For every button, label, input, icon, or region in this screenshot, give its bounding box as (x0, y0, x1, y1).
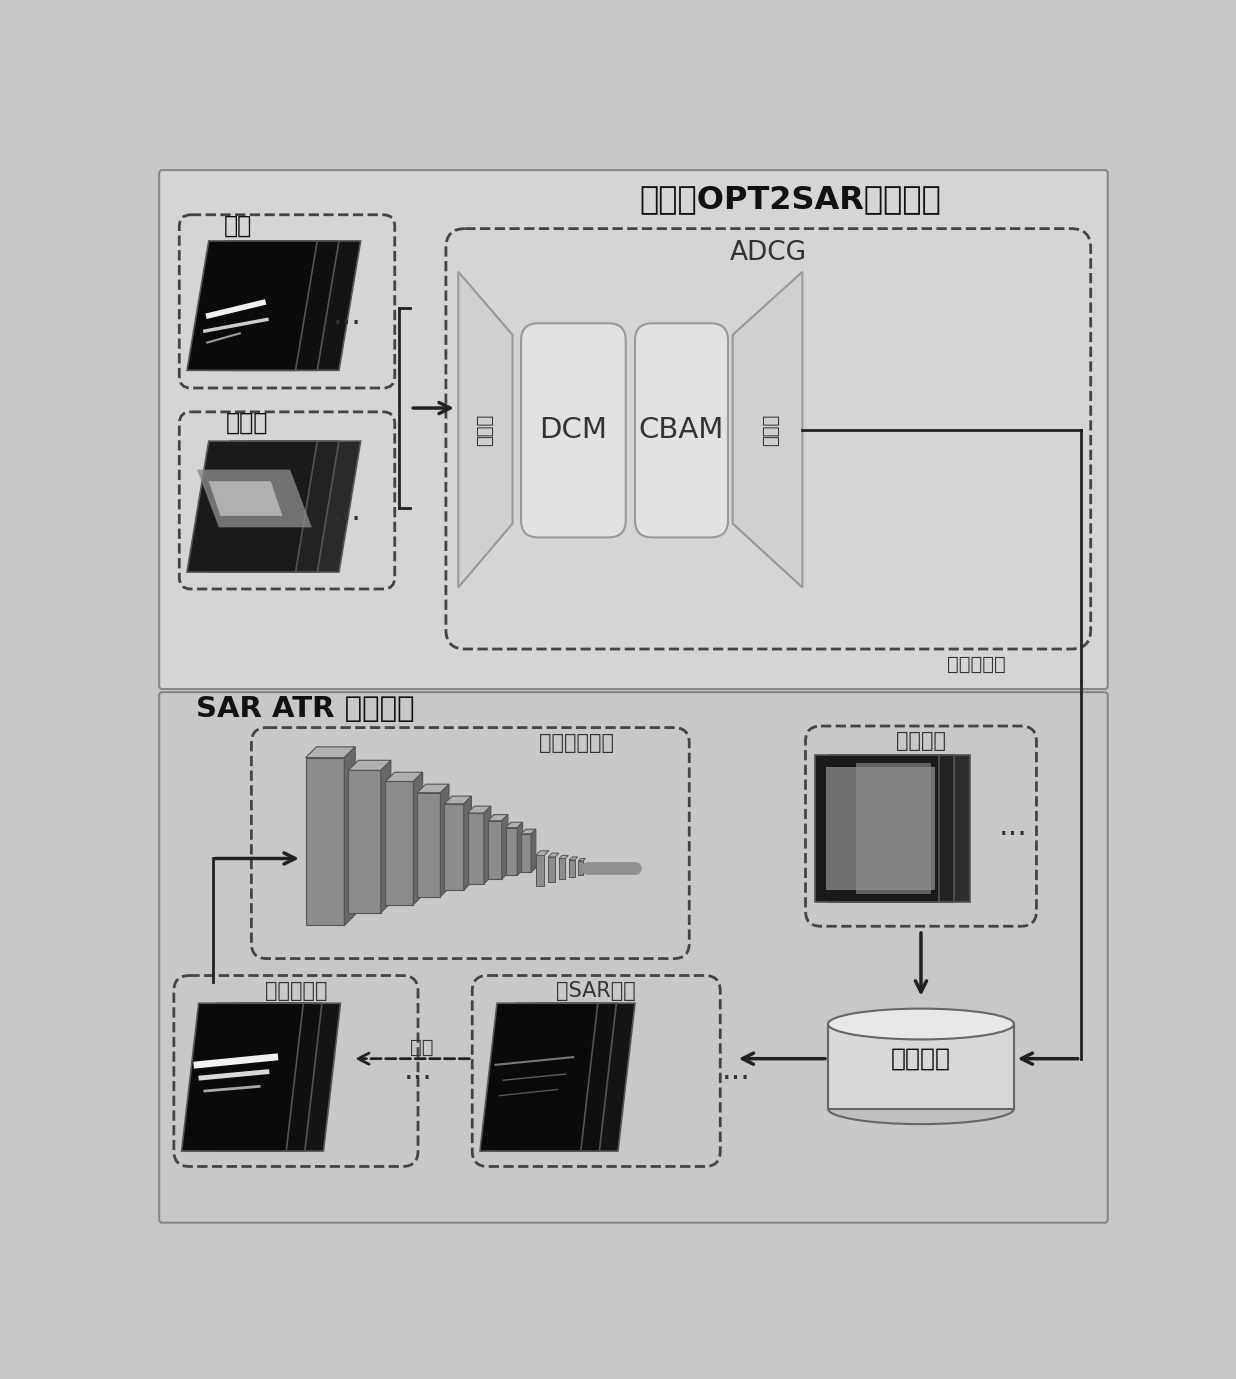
Polygon shape (845, 756, 970, 902)
Text: 解码器: 解码器 (763, 414, 780, 445)
Polygon shape (197, 470, 311, 527)
Polygon shape (517, 822, 523, 876)
Polygon shape (578, 859, 586, 860)
Polygon shape (182, 1004, 303, 1151)
Text: 源域: 源域 (224, 214, 252, 237)
Polygon shape (549, 854, 559, 856)
Polygon shape (200, 1004, 321, 1151)
Polygon shape (467, 807, 491, 814)
Polygon shape (535, 851, 549, 855)
Polygon shape (506, 827, 517, 876)
Text: 扩充: 扩充 (410, 1037, 434, 1056)
Text: 训练并获得: 训练并获得 (947, 655, 1005, 674)
Text: ...: ... (722, 1056, 750, 1085)
Polygon shape (531, 829, 535, 873)
Polygon shape (467, 814, 483, 884)
Polygon shape (381, 760, 391, 913)
Polygon shape (418, 793, 440, 896)
Polygon shape (445, 796, 471, 804)
FancyBboxPatch shape (635, 323, 728, 538)
Polygon shape (855, 763, 931, 894)
Polygon shape (418, 785, 449, 793)
FancyBboxPatch shape (159, 692, 1107, 1223)
Polygon shape (827, 767, 934, 889)
Polygon shape (464, 796, 471, 889)
Polygon shape (488, 815, 508, 821)
Polygon shape (569, 856, 577, 860)
Polygon shape (506, 822, 523, 827)
Text: 舰船识别网络: 舰船识别网络 (539, 734, 614, 753)
Polygon shape (345, 747, 355, 925)
Polygon shape (209, 441, 339, 572)
Polygon shape (386, 782, 413, 905)
Polygon shape (187, 241, 318, 371)
Polygon shape (828, 1025, 1014, 1109)
Text: ...: ... (404, 1056, 433, 1085)
Text: ...: ... (999, 812, 1027, 841)
Polygon shape (349, 760, 391, 771)
Ellipse shape (828, 1008, 1014, 1040)
Polygon shape (549, 856, 555, 883)
Text: ...: ... (332, 301, 361, 330)
Polygon shape (305, 747, 355, 757)
Polygon shape (413, 772, 423, 905)
Text: 光学图像: 光学图像 (896, 731, 946, 752)
Polygon shape (230, 241, 361, 371)
Text: 分类数据集: 分类数据集 (265, 980, 328, 1001)
Text: CBAM: CBAM (639, 416, 724, 444)
Polygon shape (483, 807, 491, 884)
Polygon shape (517, 1004, 635, 1151)
Polygon shape (522, 834, 531, 873)
Polygon shape (440, 785, 449, 896)
Polygon shape (445, 804, 464, 889)
Polygon shape (815, 756, 939, 902)
Polygon shape (219, 1004, 340, 1151)
FancyBboxPatch shape (159, 170, 1107, 690)
Text: 像素级OPT2SAR特征转换: 像素级OPT2SAR特征转换 (639, 183, 941, 215)
Text: 生成模型: 生成模型 (891, 1047, 950, 1070)
Polygon shape (559, 855, 569, 859)
Polygon shape (488, 821, 502, 880)
Polygon shape (569, 860, 575, 877)
Polygon shape (831, 756, 954, 902)
Polygon shape (578, 860, 583, 874)
Polygon shape (559, 859, 565, 880)
Polygon shape (187, 441, 318, 572)
Polygon shape (535, 855, 544, 887)
Polygon shape (209, 481, 282, 516)
Text: 目标域: 目标域 (226, 411, 268, 434)
Polygon shape (480, 1004, 598, 1151)
FancyBboxPatch shape (522, 323, 625, 538)
Text: ADCG: ADCG (729, 240, 807, 266)
Text: 编码器: 编码器 (476, 414, 494, 445)
Polygon shape (230, 441, 361, 572)
Polygon shape (386, 772, 423, 782)
Text: DCM: DCM (539, 416, 607, 444)
Text: SAR ATR 网络框架: SAR ATR 网络框架 (197, 695, 415, 723)
Polygon shape (305, 757, 345, 925)
Polygon shape (349, 771, 381, 913)
Polygon shape (502, 815, 508, 880)
Polygon shape (733, 272, 802, 587)
Polygon shape (209, 241, 339, 371)
Polygon shape (498, 1004, 617, 1151)
Ellipse shape (828, 1094, 1014, 1124)
Text: 伪SAR图像: 伪SAR图像 (556, 980, 637, 1001)
Text: ...: ... (332, 498, 361, 527)
Polygon shape (459, 272, 513, 587)
Polygon shape (522, 829, 535, 834)
